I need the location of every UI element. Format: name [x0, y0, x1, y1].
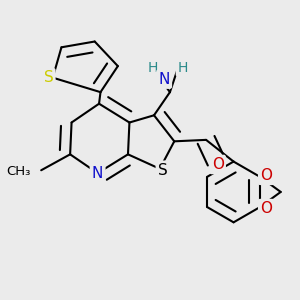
Text: CH₃: CH₃: [7, 165, 31, 178]
Text: N: N: [92, 166, 103, 181]
Text: S: S: [158, 163, 168, 178]
Text: N: N: [158, 72, 170, 87]
Text: H: H: [178, 61, 188, 74]
Text: S: S: [44, 70, 53, 85]
Text: O: O: [260, 201, 272, 216]
Text: O: O: [260, 168, 272, 183]
Text: H: H: [147, 61, 158, 74]
Text: O: O: [212, 157, 224, 172]
